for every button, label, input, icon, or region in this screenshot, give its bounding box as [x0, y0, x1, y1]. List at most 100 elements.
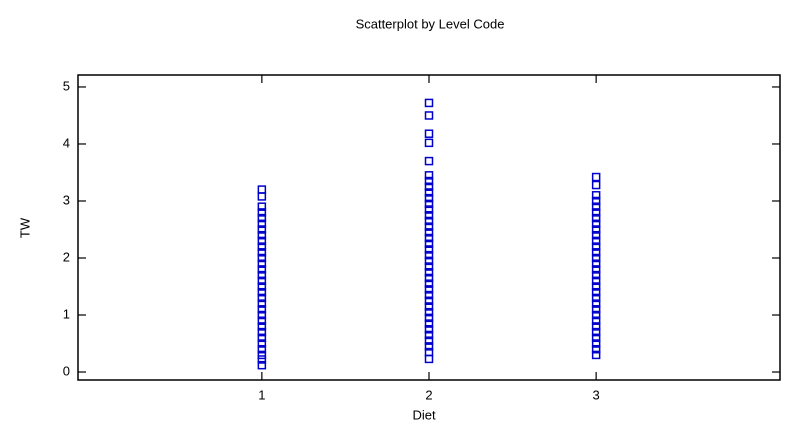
point: [591, 219, 601, 229]
point: [424, 319, 434, 328]
point: [257, 293, 267, 303]
point: [424, 279, 434, 288]
point: [424, 216, 434, 226]
point: [257, 310, 267, 320]
point: [257, 236, 267, 246]
point: [591, 316, 601, 325]
y-tick-label: 0: [63, 363, 70, 378]
point: [257, 282, 267, 291]
point: [424, 171, 434, 180]
point: [257, 276, 267, 286]
point: [591, 236, 601, 246]
point: [591, 172, 601, 182]
y-tick-label: 1: [63, 306, 70, 321]
point: [424, 307, 434, 317]
point: [591, 225, 601, 234]
point: [257, 208, 267, 217]
point: [591, 196, 601, 206]
point: [424, 176, 434, 186]
point: [257, 185, 267, 194]
point: [591, 327, 601, 337]
point: [257, 355, 267, 364]
point: [424, 205, 434, 214]
point: [591, 248, 601, 257]
point: [257, 259, 267, 268]
x-tick-label: 1: [258, 387, 265, 402]
chart-title: Scatterplot by Level Code: [356, 16, 505, 31]
point: [257, 344, 267, 354]
point: [424, 199, 434, 209]
point: [591, 259, 601, 268]
point: [591, 242, 601, 251]
point: [257, 230, 267, 240]
point: [424, 302, 434, 311]
point: [591, 180, 601, 190]
point: [424, 290, 434, 300]
point: [424, 245, 434, 254]
point: [591, 282, 601, 291]
point: [424, 138, 434, 148]
point: [257, 225, 267, 234]
point: [591, 202, 601, 211]
point: [257, 350, 267, 360]
point: [424, 262, 434, 271]
point: [257, 192, 267, 201]
point: [591, 299, 601, 308]
point: [424, 193, 434, 203]
point: [257, 242, 267, 251]
point: [424, 98, 434, 108]
point: [424, 342, 434, 351]
point: [591, 339, 601, 348]
point: [424, 188, 434, 197]
point: [424, 325, 434, 334]
point: [424, 273, 434, 283]
point: [591, 276, 601, 286]
point: [591, 191, 601, 200]
point: [424, 129, 434, 138]
point: [591, 253, 601, 263]
point: [424, 330, 434, 340]
point: [424, 239, 434, 248]
point: [424, 285, 434, 294]
point: [257, 327, 267, 337]
point: [591, 310, 601, 320]
point: [424, 156, 434, 166]
y-axis-label: TW: [17, 217, 32, 238]
point: [257, 248, 267, 257]
point: [591, 293, 601, 303]
point: [257, 360, 267, 370]
point: [591, 350, 601, 360]
point: [424, 228, 434, 237]
point: [591, 287, 601, 297]
point: [257, 213, 267, 223]
point: [257, 270, 267, 280]
x-tick-label: 2: [425, 387, 432, 402]
x-axis-label: Diet: [412, 407, 436, 422]
point: [424, 111, 434, 120]
point: [591, 322, 601, 331]
point: [591, 265, 601, 274]
point: [424, 313, 434, 323]
point: [424, 210, 434, 220]
point: [591, 213, 601, 223]
point: [591, 230, 601, 240]
point: [257, 219, 267, 229]
point: [257, 305, 267, 314]
point: [591, 344, 601, 354]
y-tick-label: 5: [63, 78, 70, 93]
x-tick-label: 3: [593, 387, 600, 402]
point: [424, 250, 434, 260]
point: [257, 322, 267, 331]
point: [424, 233, 434, 243]
point: [424, 347, 434, 357]
point: [424, 182, 434, 191]
point: [257, 253, 267, 263]
y-tick-label: 2: [63, 249, 70, 264]
point: [424, 354, 434, 364]
point: [257, 316, 267, 325]
point: [591, 333, 601, 343]
point: [591, 270, 601, 280]
point: [257, 287, 267, 297]
point: [424, 256, 434, 266]
